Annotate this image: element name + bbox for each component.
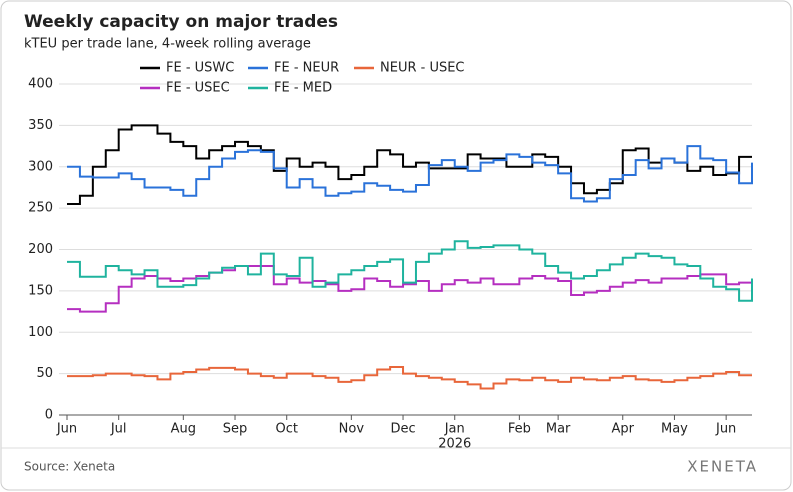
x-tick-label: Oct [275, 422, 297, 437]
source: Source: Xeneta [24, 460, 115, 474]
legend-label: FE - MED [274, 81, 332, 96]
x-tick-label: Jan [444, 422, 465, 437]
x-tick-sublabel: 2026 [438, 437, 471, 452]
y-tick-label: 100 [28, 325, 53, 340]
legend-label: FE - USWC [166, 61, 234, 76]
x-tick-label: Jun [56, 422, 77, 437]
chart-title: Weekly capacity on major trades [24, 12, 338, 32]
series-line [67, 240, 753, 302]
x-tick-label: Mar [546, 422, 571, 437]
x-tick-label: Jul [110, 422, 127, 437]
y-tick-label: 150 [28, 283, 53, 298]
y-tick-label: 50 [36, 366, 53, 381]
series-line [67, 366, 752, 390]
x-tick-label: May [661, 422, 688, 437]
y-tick-label: 200 [28, 242, 53, 257]
series-line [67, 145, 753, 203]
chart-subtitle: kTEU per trade lane, 4-week rolling aver… [24, 37, 311, 52]
x-tick-label: Jun [715, 422, 736, 437]
brand: XENETA [687, 458, 758, 476]
y-tick-label: 300 [28, 159, 53, 174]
x-tick-label: Feb [508, 422, 531, 437]
series-line [67, 124, 752, 205]
y-tick-label: 250 [28, 201, 53, 216]
legend-label: FE - NEUR [274, 61, 339, 76]
y-tick-label: 0 [45, 408, 53, 423]
series-line [67, 265, 753, 313]
legend-label: NEUR - USEC [380, 61, 465, 76]
x-tick-label: Nov [339, 422, 365, 437]
x-tick-label: Aug [171, 422, 196, 437]
x-tick-label: Dec [390, 422, 415, 437]
y-tick-label: 400 [28, 77, 53, 92]
legend-label: FE - USEC [166, 81, 230, 96]
y-tick-label: 350 [28, 118, 53, 133]
x-tick-label: Apr [612, 422, 635, 437]
x-tick-label: Sep [223, 422, 248, 437]
